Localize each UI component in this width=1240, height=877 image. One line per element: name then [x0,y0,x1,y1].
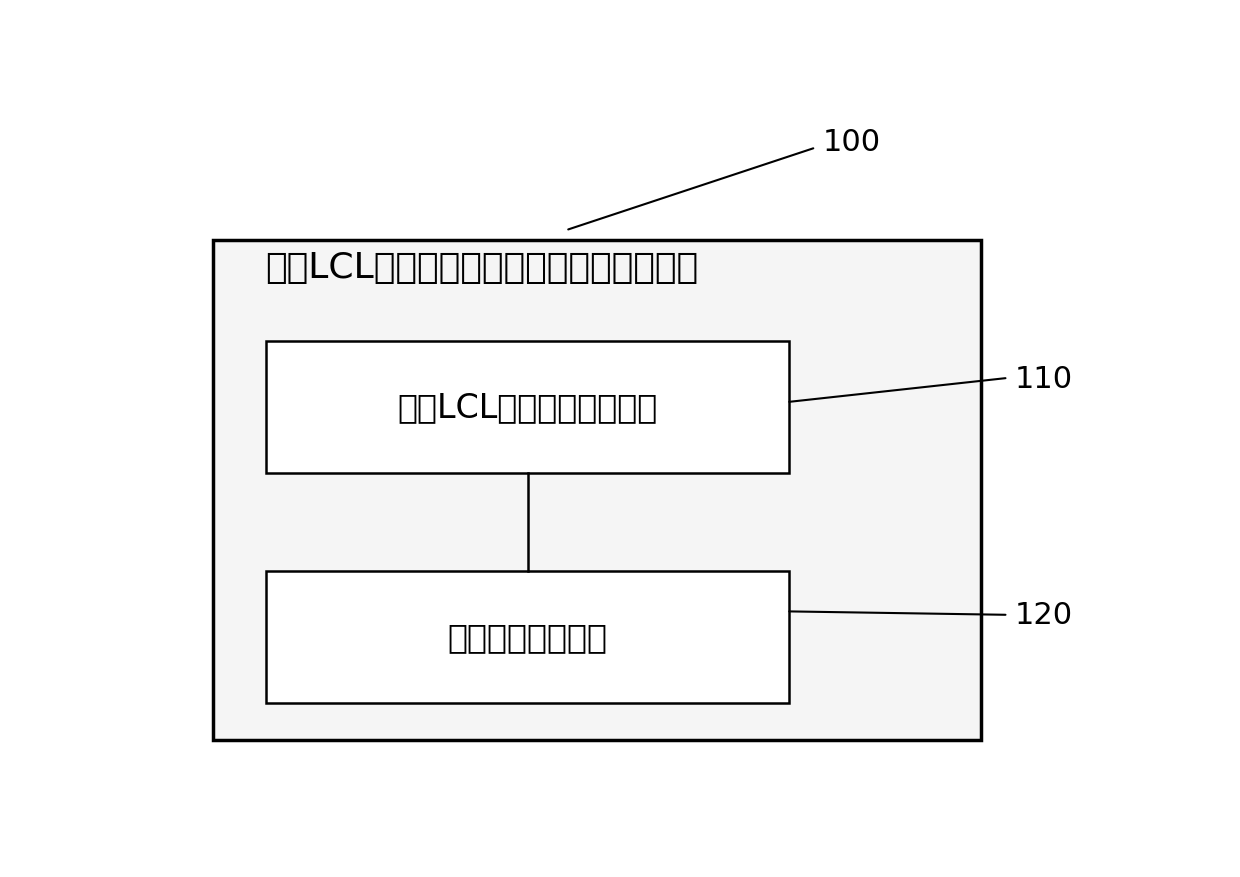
Text: 120: 120 [1016,601,1074,630]
Text: 100: 100 [823,128,880,157]
Text: 单相LCL型并网逆变器模块: 单相LCL型并网逆变器模块 [397,391,657,424]
Bar [213,240,982,740]
Bar [265,571,789,702]
Text: 无源阻尼控制模块: 无源阻尼控制模块 [448,621,608,653]
Text: 110: 110 [1016,364,1074,393]
Text: 单相LCL型并网逆变器的无源阻尼控制系统: 单相LCL型并网逆变器的无源阻尼控制系统 [265,250,698,284]
Bar [265,341,789,474]
